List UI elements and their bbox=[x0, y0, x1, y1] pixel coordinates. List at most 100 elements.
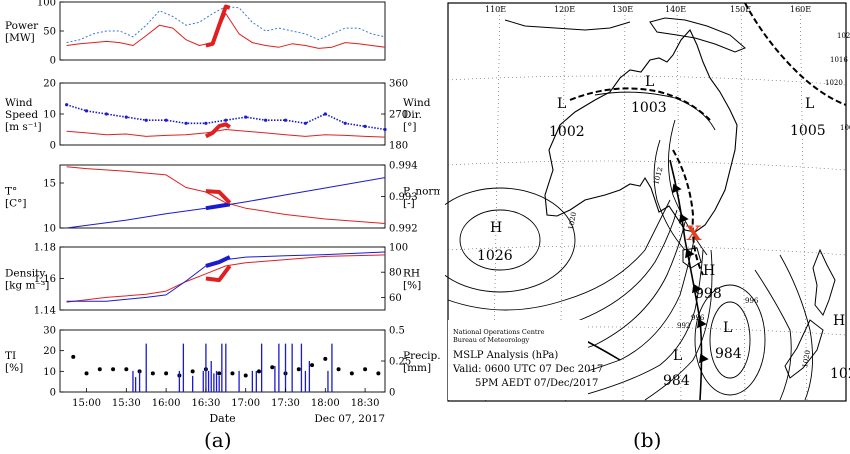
map-title-line: National Operations Centre bbox=[453, 328, 545, 336]
series-line bbox=[66, 129, 386, 138]
caption-a: (a) bbox=[204, 428, 232, 452]
data-point bbox=[150, 371, 155, 376]
pressure-center-value: 1003 bbox=[631, 100, 667, 116]
y2-axis-label: RH bbox=[403, 268, 420, 280]
y2-axis-label: Wind bbox=[403, 97, 431, 109]
y-tick-label: 1.14 bbox=[34, 306, 56, 317]
data-point bbox=[84, 109, 89, 113]
y-tick-label: 100 bbox=[37, 0, 56, 9]
pressure-center-type: H bbox=[833, 313, 845, 329]
series-line bbox=[205, 255, 231, 268]
isobar-label: 1020 bbox=[567, 211, 578, 230]
data-point bbox=[363, 367, 368, 372]
data-point bbox=[310, 363, 315, 368]
data-point bbox=[124, 115, 128, 119]
data-point bbox=[164, 118, 168, 122]
pressure-center-type: L bbox=[805, 96, 814, 112]
isobar-label: 1020 bbox=[801, 349, 812, 368]
y-tick-label: 10 bbox=[43, 224, 56, 235]
isobar-label: 992 bbox=[677, 322, 690, 330]
longitude-label: 140E bbox=[665, 5, 686, 14]
isobar-label: 1016 bbox=[830, 56, 848, 64]
indonesia-coastline bbox=[504, 19, 631, 31]
pressure-center-value: 1002 bbox=[549, 124, 585, 140]
map-title-line: 5PM AEDT 07/Dec/2017 bbox=[475, 378, 598, 389]
data-point bbox=[296, 367, 301, 372]
trough-lines bbox=[569, 2, 847, 276]
pressure-center-value: 984 bbox=[663, 373, 690, 389]
x-tick-label: 15:30 bbox=[112, 398, 141, 409]
x-tick-label: 16:30 bbox=[192, 398, 221, 409]
y-tick-label: 50 bbox=[43, 27, 56, 38]
map-title-box bbox=[448, 320, 588, 400]
y-axis-label: TI bbox=[5, 350, 16, 362]
map-title: National Operations Centre Bureau of Met… bbox=[452, 328, 603, 389]
y-axis-label: [m s⁻¹] bbox=[5, 121, 42, 133]
pressure-center-value: 1005 bbox=[790, 123, 826, 139]
pressure-center-type: L bbox=[645, 74, 654, 90]
y-axis-label: [C°] bbox=[5, 198, 26, 210]
x-tick-label: 17:30 bbox=[271, 398, 300, 409]
y2-tick-label: 100 bbox=[389, 243, 408, 254]
isobar-label: 1020 bbox=[837, 32, 850, 40]
data-point bbox=[184, 121, 188, 125]
longitude-label: 110E bbox=[485, 5, 506, 14]
data-point bbox=[230, 371, 235, 376]
y2-tick-label: 80 bbox=[389, 268, 402, 279]
data-point bbox=[111, 367, 116, 372]
y2-axis-label: [%] bbox=[403, 280, 421, 292]
y2-axis-label: P_norm bbox=[403, 186, 440, 198]
y-axis-label: Speed bbox=[5, 109, 38, 121]
y-tick-label: 1.16 bbox=[34, 274, 56, 285]
isobar-label: 1020 bbox=[825, 79, 843, 87]
data-point bbox=[336, 367, 341, 372]
data-point bbox=[383, 127, 387, 132]
y2-tick-label: 270 bbox=[389, 110, 408, 121]
series-line bbox=[204, 122, 231, 139]
pressure-centers: L 1003 L 1002 L 1005 H 1026 H 998 L 984 … bbox=[477, 74, 850, 389]
y-tick-label: 0 bbox=[50, 388, 56, 399]
data-point bbox=[323, 356, 328, 361]
series-line bbox=[205, 189, 232, 205]
pressure-center-value: 1026 bbox=[477, 248, 513, 264]
series-line bbox=[205, 202, 231, 211]
data-point bbox=[270, 365, 275, 370]
longitude-label: 150E bbox=[730, 5, 751, 14]
caption-b: (b) bbox=[633, 428, 662, 452]
data-point bbox=[323, 112, 327, 116]
data-point bbox=[376, 371, 381, 376]
panel-b-weather-map: 110E 120E 130E 140E 150E 160E bbox=[445, 2, 850, 402]
y2-tick-label: 0.993 bbox=[389, 192, 418, 203]
longitude-label: 130E bbox=[612, 5, 633, 14]
y-axis-label: Wind bbox=[5, 97, 33, 109]
new-guinea-coastline bbox=[649, 17, 746, 53]
data-point bbox=[256, 369, 261, 374]
nz-south-coastline bbox=[784, 319, 824, 379]
data-point bbox=[164, 371, 169, 376]
cold-front bbox=[669, 159, 709, 401]
y2-tick-label: 0.5 bbox=[389, 326, 405, 337]
map-title-line: Valid: 0600 UTC 07 Dec 2017 bbox=[452, 364, 603, 375]
longitude-label: 160E bbox=[790, 5, 811, 14]
y-tick-label: 15 bbox=[43, 179, 56, 190]
data-point bbox=[224, 118, 228, 122]
pressure-center-type: L bbox=[557, 96, 566, 112]
pressure-center-value: 998 bbox=[695, 286, 722, 302]
plot-frame bbox=[59, 329, 386, 393]
longitude-label: 120E bbox=[554, 5, 575, 14]
y2-tick-label: 0.994 bbox=[389, 161, 418, 172]
pressure-center-value: 984 bbox=[715, 346, 742, 362]
x-tick-label: 18:30 bbox=[351, 398, 380, 409]
location-marker: X bbox=[686, 221, 702, 245]
series-line bbox=[66, 103, 386, 131]
data-point bbox=[349, 371, 354, 376]
data-point bbox=[71, 354, 76, 359]
data-point bbox=[190, 369, 195, 374]
panel-a-charts: 050100Power[MW]01020180270360WindSpeed[m… bbox=[5, 0, 440, 425]
y-axis-label: T° bbox=[5, 186, 17, 198]
isobar-label: 996 bbox=[691, 314, 705, 322]
isobar-label: 996 bbox=[745, 297, 759, 305]
y2-tick-label: 0.25 bbox=[389, 357, 411, 368]
pressure-center-value: 102 bbox=[830, 366, 850, 382]
data-point bbox=[204, 121, 208, 125]
